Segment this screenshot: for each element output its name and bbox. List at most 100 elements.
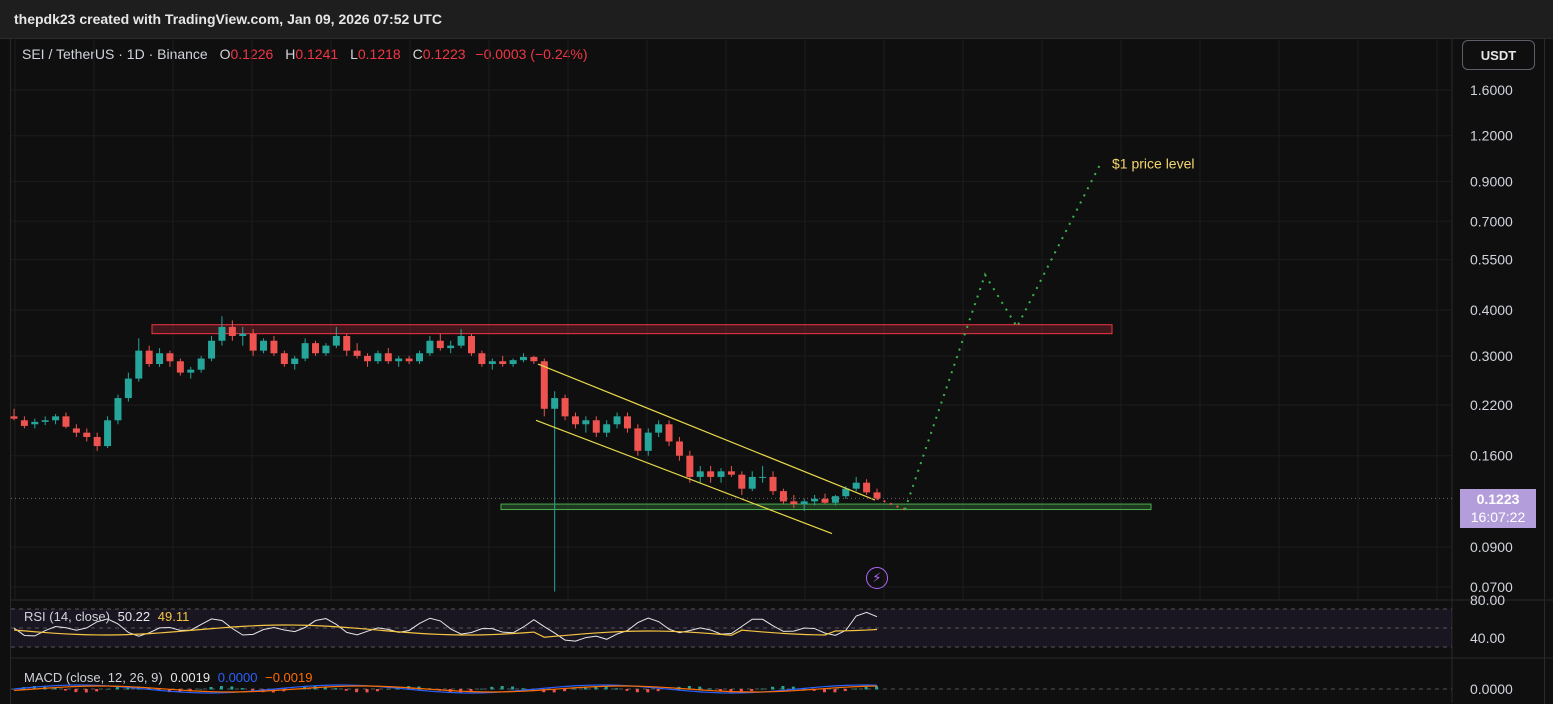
macd-histogram-bar [719,689,723,691]
price-tick-label: 0.3000 [1470,348,1513,364]
candle-body [312,343,320,354]
macd-histogram-bar [105,688,109,690]
macd-histogram-bar [469,689,473,692]
candles [10,316,881,592]
macd-value: 0.0019 [170,670,211,685]
candle-body [353,350,361,356]
macd-histogram-bar [199,688,203,690]
candle-body [655,424,663,433]
macd-histogram-bar [240,688,244,690]
candle-body [592,420,600,433]
macd-histogram-bar [74,689,78,693]
macd-histogram-bar [698,686,702,690]
candle-body [790,501,798,505]
macd-histogram-bar [635,689,639,693]
candle-body [800,501,808,505]
rsi-ma-line [13,624,878,638]
channel-lower-line [535,419,833,535]
currency-unit-button[interactable]: USDT [1462,40,1535,70]
price-tick-label: 1.2000 [1470,128,1513,144]
change-value: −0.0003 (−0.24%) [475,46,588,62]
candle-body [863,482,871,493]
candle-body [509,360,517,365]
macd-histogram-bar [178,689,182,693]
candle-body [769,476,777,492]
close-value: 0.1223 [422,46,466,62]
price-tick-label: 0.4000 [1470,302,1513,318]
candle-body [176,361,184,373]
target-annotation: $1 price level [1112,156,1195,172]
rsi-value: 50.22 [117,609,151,624]
candle-body [187,369,195,373]
price-axis: 1.6000 1.2000 0.9000 0.7000 0.5500 0.4000 0.30… [1470,82,1513,595]
candle-body [291,358,299,365]
candle-body [124,378,132,399]
candle-body [519,356,527,361]
candle-body [104,420,112,447]
macd-tick-zero: 0.0000 [1470,681,1513,697]
candle-body [364,355,372,362]
macd-histogram-bar [563,689,567,692]
macd-histogram-bar [209,686,213,690]
macd-histogram-bar [615,688,619,690]
macd-histogram-bar [334,688,338,690]
projection-path [904,164,1101,510]
signal-value: 0.0000 [217,670,258,685]
candle-body [395,358,403,362]
candle-body [270,340,278,354]
macd-histogram-bar [875,686,878,690]
candle-body [72,428,80,433]
macd-histogram-bar [479,688,483,690]
candle-body [322,345,330,354]
candle-body [540,361,548,409]
candle-body [852,482,860,489]
candle-body [436,340,444,349]
macd-histogram-bar [750,689,754,692]
macd-histogram-bar [646,689,650,693]
signal-line [13,685,878,693]
hist-value: −0.0019 [265,670,313,685]
price-tick-label: 0.0900 [1470,539,1513,555]
candle-body [416,353,424,362]
candle-body [20,420,28,426]
candle-body [831,496,839,503]
candle-body [239,333,247,336]
macd-histogram-bar [375,689,379,692]
candle-body [717,471,725,477]
close-key: C [412,46,423,62]
header-title: thepdk23 created with TradingView.com, J… [14,11,442,27]
macd-histogram-bar [365,689,369,693]
rsi-legend: RSI (14, close) 50.22 49.11 [24,609,189,624]
candle-body [10,416,18,419]
macd-histogram-bar [864,686,868,690]
candle-body [114,398,122,421]
rsi-tick-40: 40.00 [1470,630,1505,646]
candle-body [384,353,392,362]
candle-body [551,398,559,409]
macd-histogram-bar [32,686,36,690]
macd-histogram-bar [573,688,577,690]
macd-histogram-bar [344,689,348,691]
macd-histogram-bar [823,689,827,693]
lightning-icon[interactable]: ⚡ [866,567,888,589]
macd-histogram-bar [708,688,712,690]
macd-line [13,684,878,694]
macd-histogram-bar [687,686,691,690]
channel-upper-line [537,363,876,501]
symbol-label[interactable]: SEI / TetherUS · 1D · Binance [22,46,208,62]
macd-histogram-bar [833,689,837,693]
macd-histogram-bar [147,688,151,690]
macd-histogram-bar [843,689,847,692]
candle-body [873,492,881,499]
macd-histogram-bar [386,688,390,690]
candle-body [228,326,236,336]
macd-legend: MACD (close, 12, 26, 9) 0.0019 0.0000 −0… [24,670,312,685]
macd-histogram-bar [583,686,587,690]
candle-body [727,471,735,475]
candle-body [52,416,60,421]
candle-body [613,416,621,425]
macd-histogram-bar [63,689,67,691]
macd-histogram-bar [230,686,234,690]
macd-histogram-bar [251,689,255,691]
